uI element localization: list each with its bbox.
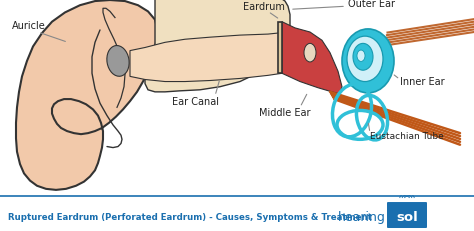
Polygon shape xyxy=(278,23,282,74)
Text: Auricle: Auricle xyxy=(12,21,46,31)
Text: Eustachian Tube: Eustachian Tube xyxy=(370,132,444,141)
Polygon shape xyxy=(130,33,282,82)
Text: Eardrum: Eardrum xyxy=(243,2,285,12)
Polygon shape xyxy=(282,23,342,94)
Text: Outer Ear: Outer Ear xyxy=(348,0,395,9)
Text: Ear Canal: Ear Canal xyxy=(173,97,219,107)
Text: hearing: hearing xyxy=(338,210,386,222)
Ellipse shape xyxy=(342,30,394,94)
Ellipse shape xyxy=(107,46,129,77)
Polygon shape xyxy=(16,1,157,190)
Ellipse shape xyxy=(357,51,365,62)
Polygon shape xyxy=(145,0,290,92)
Text: Inner Ear: Inner Ear xyxy=(400,76,445,86)
Text: Ruptured Eardrum (Perforated Eardrum) - Causes, Symptoms & Treatment: Ruptured Eardrum (Perforated Eardrum) - … xyxy=(8,212,372,221)
Ellipse shape xyxy=(304,44,316,63)
FancyBboxPatch shape xyxy=(387,202,427,228)
Ellipse shape xyxy=(347,37,383,82)
Text: Middle Ear: Middle Ear xyxy=(259,107,311,117)
Text: sol: sol xyxy=(396,210,418,222)
Ellipse shape xyxy=(353,44,373,71)
